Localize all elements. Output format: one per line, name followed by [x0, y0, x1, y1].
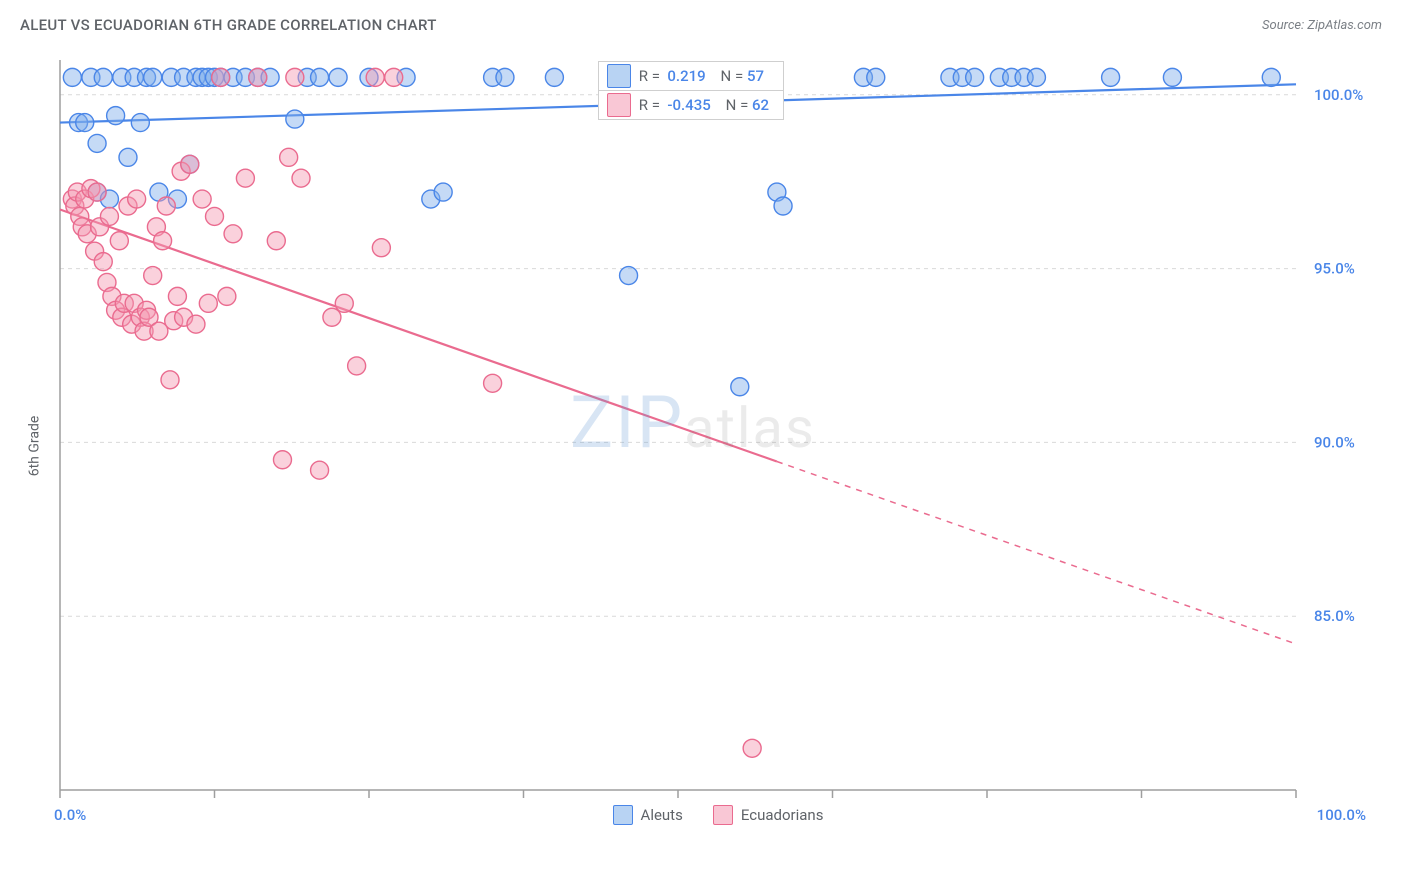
scatter-chart: 85.0%90.0%95.0%100.0%0.0%100.0%: [50, 60, 1386, 830]
legend-swatch: [613, 805, 633, 825]
chart-header: ALEUT VS ECUADORIAN 6TH GRADE CORRELATIO…: [0, 0, 1406, 50]
data-point: [743, 739, 761, 757]
data-point: [620, 267, 638, 285]
y-tick-label: 90.0%: [1314, 433, 1355, 451]
data-point: [434, 183, 452, 201]
data-point: [224, 225, 242, 243]
data-point: [323, 308, 341, 326]
data-point: [545, 68, 563, 86]
data-point: [110, 232, 128, 250]
data-point: [187, 315, 205, 333]
data-point: [199, 294, 217, 312]
legend-swatch: [607, 93, 631, 117]
data-point: [329, 68, 347, 86]
data-point: [496, 68, 514, 86]
data-point: [311, 461, 329, 479]
chart-title: ALEUT VS ECUADORIAN 6TH GRADE CORRELATIO…: [20, 16, 437, 34]
correlation-row: R = -0.435 N = 62: [598, 90, 784, 120]
y-tick-label: 100.0%: [1314, 86, 1363, 104]
data-point: [131, 114, 149, 132]
data-point: [144, 267, 162, 285]
data-point: [774, 197, 792, 215]
data-point: [286, 68, 304, 86]
legend-swatch: [607, 64, 631, 88]
data-point: [63, 68, 81, 86]
data-point: [168, 287, 186, 305]
data-point: [292, 169, 310, 187]
data-point: [94, 68, 112, 86]
data-point: [1027, 68, 1045, 86]
y-tick-label: 95.0%: [1314, 260, 1355, 278]
data-point: [218, 287, 236, 305]
data-point: [212, 68, 230, 86]
legend-item: Aleuts: [613, 805, 683, 825]
data-point: [372, 239, 390, 257]
data-point: [154, 232, 172, 250]
data-point: [157, 197, 175, 215]
data-point: [107, 107, 125, 125]
data-point: [311, 68, 329, 86]
chart-container: 85.0%90.0%95.0%100.0%0.0%100.0% AleutsEc…: [50, 60, 1386, 830]
data-point: [236, 169, 254, 187]
chart-source: Source: ZipAtlas.com: [1262, 18, 1382, 33]
correlation-row: R = 0.219 N = 57: [598, 61, 784, 91]
data-point: [731, 378, 749, 396]
legend-label: Ecuadorians: [741, 806, 824, 824]
data-point: [1262, 68, 1280, 86]
data-point: [249, 68, 267, 86]
legend-bottom: Aleuts Ecuadorians: [50, 800, 1386, 830]
data-point: [1102, 68, 1120, 86]
y-tick-label: 85.0%: [1314, 607, 1355, 625]
data-point: [366, 68, 384, 86]
data-point: [88, 134, 106, 152]
correlation-legend-box: R = 0.219 N = 57 R = -0.435 N = 62: [598, 62, 784, 120]
y-axis-label: 6th Grade: [26, 416, 42, 477]
data-point: [76, 114, 94, 132]
legend-label: Aleuts: [641, 806, 683, 824]
data-point: [144, 68, 162, 86]
data-point: [348, 357, 366, 375]
data-point: [273, 451, 291, 469]
data-point: [1163, 68, 1181, 86]
data-point: [161, 371, 179, 389]
data-point: [335, 294, 353, 312]
correlation-text: R = -0.435 N = 62: [639, 96, 783, 114]
data-point: [88, 183, 106, 201]
data-point: [267, 232, 285, 250]
data-point: [867, 68, 885, 86]
data-point: [119, 148, 137, 166]
data-point: [286, 110, 304, 128]
data-point: [181, 155, 199, 173]
data-point: [966, 68, 984, 86]
legend-swatch: [713, 805, 733, 825]
data-point: [128, 190, 146, 208]
legend-item: Ecuadorians: [713, 805, 824, 825]
data-point: [193, 190, 211, 208]
data-point: [100, 207, 118, 225]
data-point: [94, 253, 112, 271]
data-point: [280, 148, 298, 166]
data-point: [206, 207, 224, 225]
data-point: [385, 68, 403, 86]
data-point: [484, 374, 502, 392]
correlation-text: R = 0.219 N = 57: [639, 67, 778, 85]
